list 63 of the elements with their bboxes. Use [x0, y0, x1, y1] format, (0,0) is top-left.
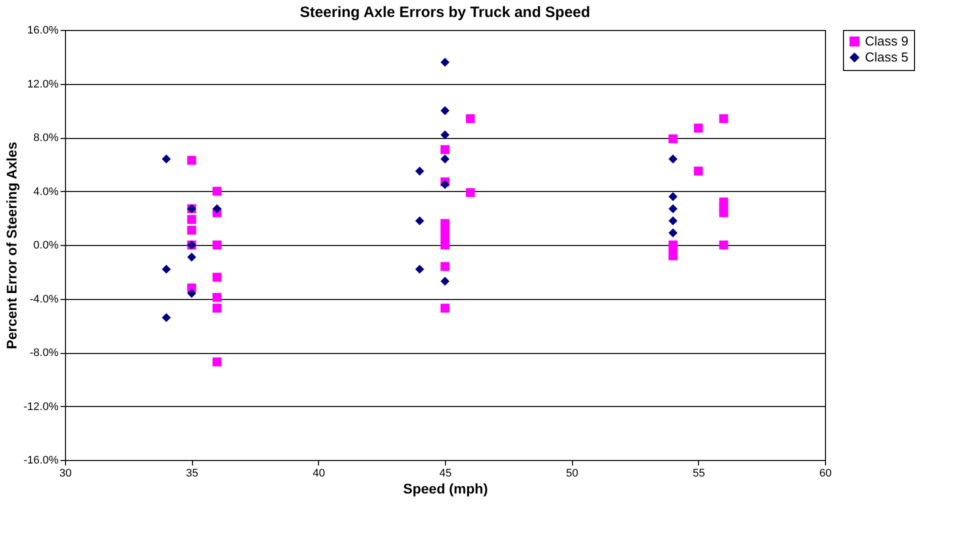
legend-label: Class 5 — [865, 50, 908, 64]
point — [668, 192, 678, 202]
point — [440, 154, 450, 164]
point — [212, 304, 222, 313]
point — [668, 251, 678, 260]
point — [212, 186, 222, 196]
point — [694, 166, 703, 176]
point — [668, 134, 678, 144]
x-tick-label: 55 — [692, 468, 705, 480]
point — [719, 114, 728, 124]
y-tick-label: -4.0% — [30, 293, 59, 306]
y-tick-label: -8.0% — [30, 347, 59, 359]
point — [212, 204, 222, 214]
y-axis-title: Percent Error of Steering Axles — [4, 142, 20, 350]
y-tick-label: 0.0% — [33, 240, 59, 252]
x-tick-label: 30 — [59, 468, 72, 480]
y-tick-label: 12.0% — [27, 78, 59, 90]
point — [668, 216, 678, 226]
point — [212, 357, 222, 366]
x-tick-label: 40 — [312, 468, 325, 480]
point — [162, 154, 171, 164]
point — [440, 130, 450, 140]
point — [187, 252, 196, 262]
y-tick-label: 4.0% — [33, 186, 59, 198]
point — [415, 264, 424, 274]
point — [466, 188, 475, 198]
point — [415, 216, 424, 226]
point — [415, 166, 424, 176]
point — [162, 313, 171, 322]
point — [440, 304, 450, 313]
point — [719, 208, 728, 218]
y-tick-label: -12.0% — [24, 400, 59, 413]
point — [187, 226, 196, 235]
point — [187, 288, 196, 298]
point — [668, 154, 678, 164]
chart-title: Steering Axle Errors by Truck and Speed — [300, 4, 590, 21]
y-tick-label: 8.0% — [33, 132, 59, 144]
x-axis-title: Speed (mph) — [403, 480, 488, 496]
x-tick-label: 35 — [186, 468, 198, 480]
point — [212, 240, 222, 250]
point — [694, 124, 703, 133]
x-tick-label: 50 — [566, 468, 578, 480]
point — [668, 204, 678, 214]
point — [187, 214, 196, 224]
legend-label: Class 9 — [865, 34, 908, 48]
point — [162, 264, 171, 274]
y-tick-label: -16.0% — [24, 454, 59, 466]
point — [719, 240, 728, 250]
point — [440, 58, 450, 67]
point — [668, 228, 678, 238]
x-tick-label: 45 — [439, 468, 452, 480]
point — [187, 156, 196, 165]
point — [440, 240, 450, 250]
y-tick-label: 16.0% — [27, 24, 59, 36]
point — [440, 145, 450, 154]
x-tick-label: 60 — [819, 468, 832, 480]
point — [212, 292, 222, 302]
point — [440, 180, 450, 190]
point — [466, 114, 475, 124]
point — [440, 262, 450, 271]
point — [440, 106, 450, 116]
point — [212, 272, 222, 282]
point — [440, 276, 450, 286]
